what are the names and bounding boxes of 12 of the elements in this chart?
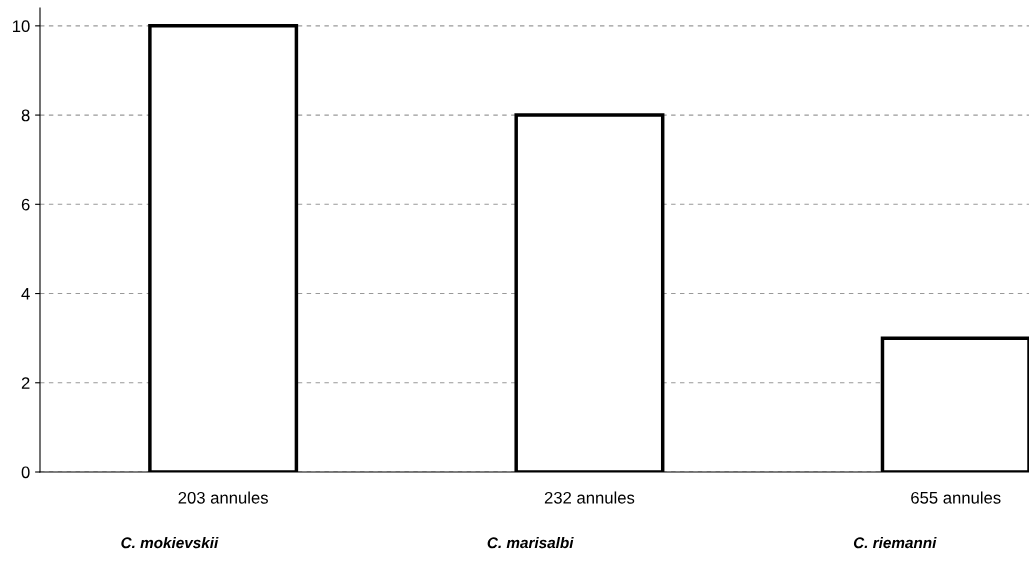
y-tick-label: 8 [21, 109, 30, 122]
y-tick-label: 0 [21, 466, 30, 479]
text: C. mokievskii [121, 536, 219, 549]
y-tick-label: 4 [21, 288, 30, 300]
y-tick-label: 2 [21, 377, 30, 389]
x-tick-label: 232 annules [544, 491, 635, 504]
y-tick-label: 6 [21, 198, 30, 211]
y-tick-label: 10 [13, 20, 30, 33]
text: C. riemanni [853, 536, 937, 549]
text: C. marisalbi [487, 536, 574, 549]
x-tick-label: 203 annules [178, 491, 268, 504]
x-tick-label: 655 annules [911, 491, 1001, 504]
